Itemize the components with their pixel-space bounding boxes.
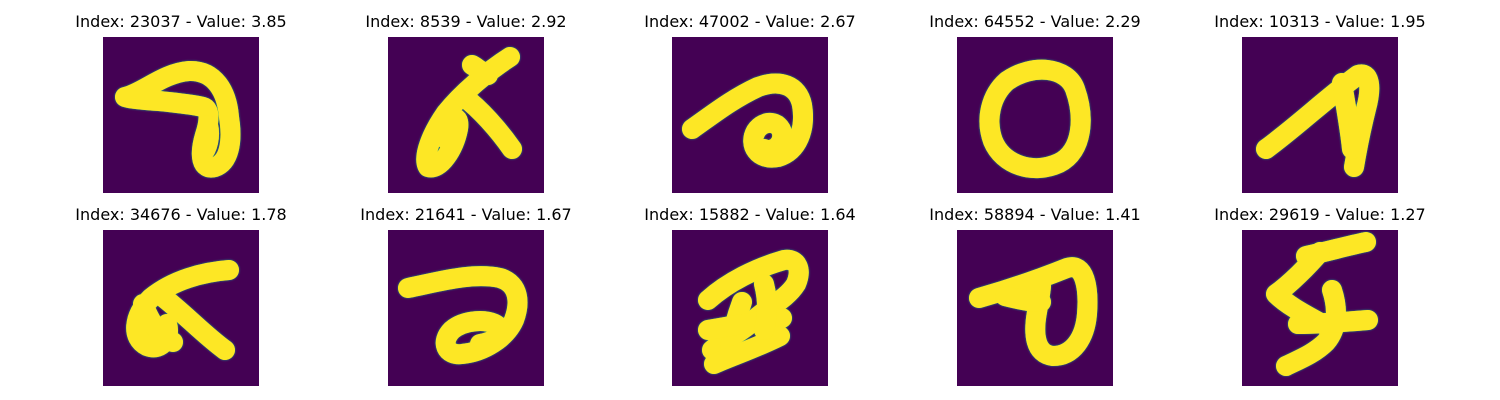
digit-image (672, 230, 828, 386)
digit-image (672, 37, 828, 193)
panel-caption: Index: 10313 - Value: 1.95 (1214, 12, 1426, 31)
panel-caption: Index: 8539 - Value: 2.92 (365, 12, 567, 31)
digit-image (388, 37, 544, 193)
panel-caption: Index: 23037 - Value: 3.85 (75, 12, 287, 31)
digit-image (1242, 37, 1398, 193)
panel-caption: Index: 47002 - Value: 2.67 (644, 12, 856, 31)
digit-image (957, 37, 1113, 193)
panel-caption: Index: 21641 - Value: 1.67 (360, 205, 572, 224)
panel-caption: Index: 29619 - Value: 1.27 (1214, 205, 1426, 224)
panel-caption: Index: 15882 - Value: 1.64 (644, 205, 856, 224)
panel-caption: Index: 34676 - Value: 1.78 (75, 205, 287, 224)
digit-image-panel (1242, 230, 1398, 386)
digit-image (103, 37, 259, 193)
digit-image-panel (672, 37, 828, 193)
digit-image-panel (957, 230, 1113, 386)
digit-image (388, 230, 544, 386)
digit-image-panel (103, 37, 259, 193)
panel-caption: Index: 64552 - Value: 2.29 (929, 12, 1141, 31)
digit-image-panel (672, 230, 828, 386)
digit-image-panel (388, 37, 544, 193)
digit-image (1242, 230, 1398, 386)
digit-image (957, 230, 1113, 386)
digit-image-panel (103, 230, 259, 386)
panel-caption: Index: 58894 - Value: 1.41 (929, 205, 1141, 224)
digit-image-panel (957, 37, 1113, 193)
digit-image-panel (388, 230, 544, 386)
digit-image-panel (1242, 37, 1398, 193)
digit-image (103, 230, 259, 386)
